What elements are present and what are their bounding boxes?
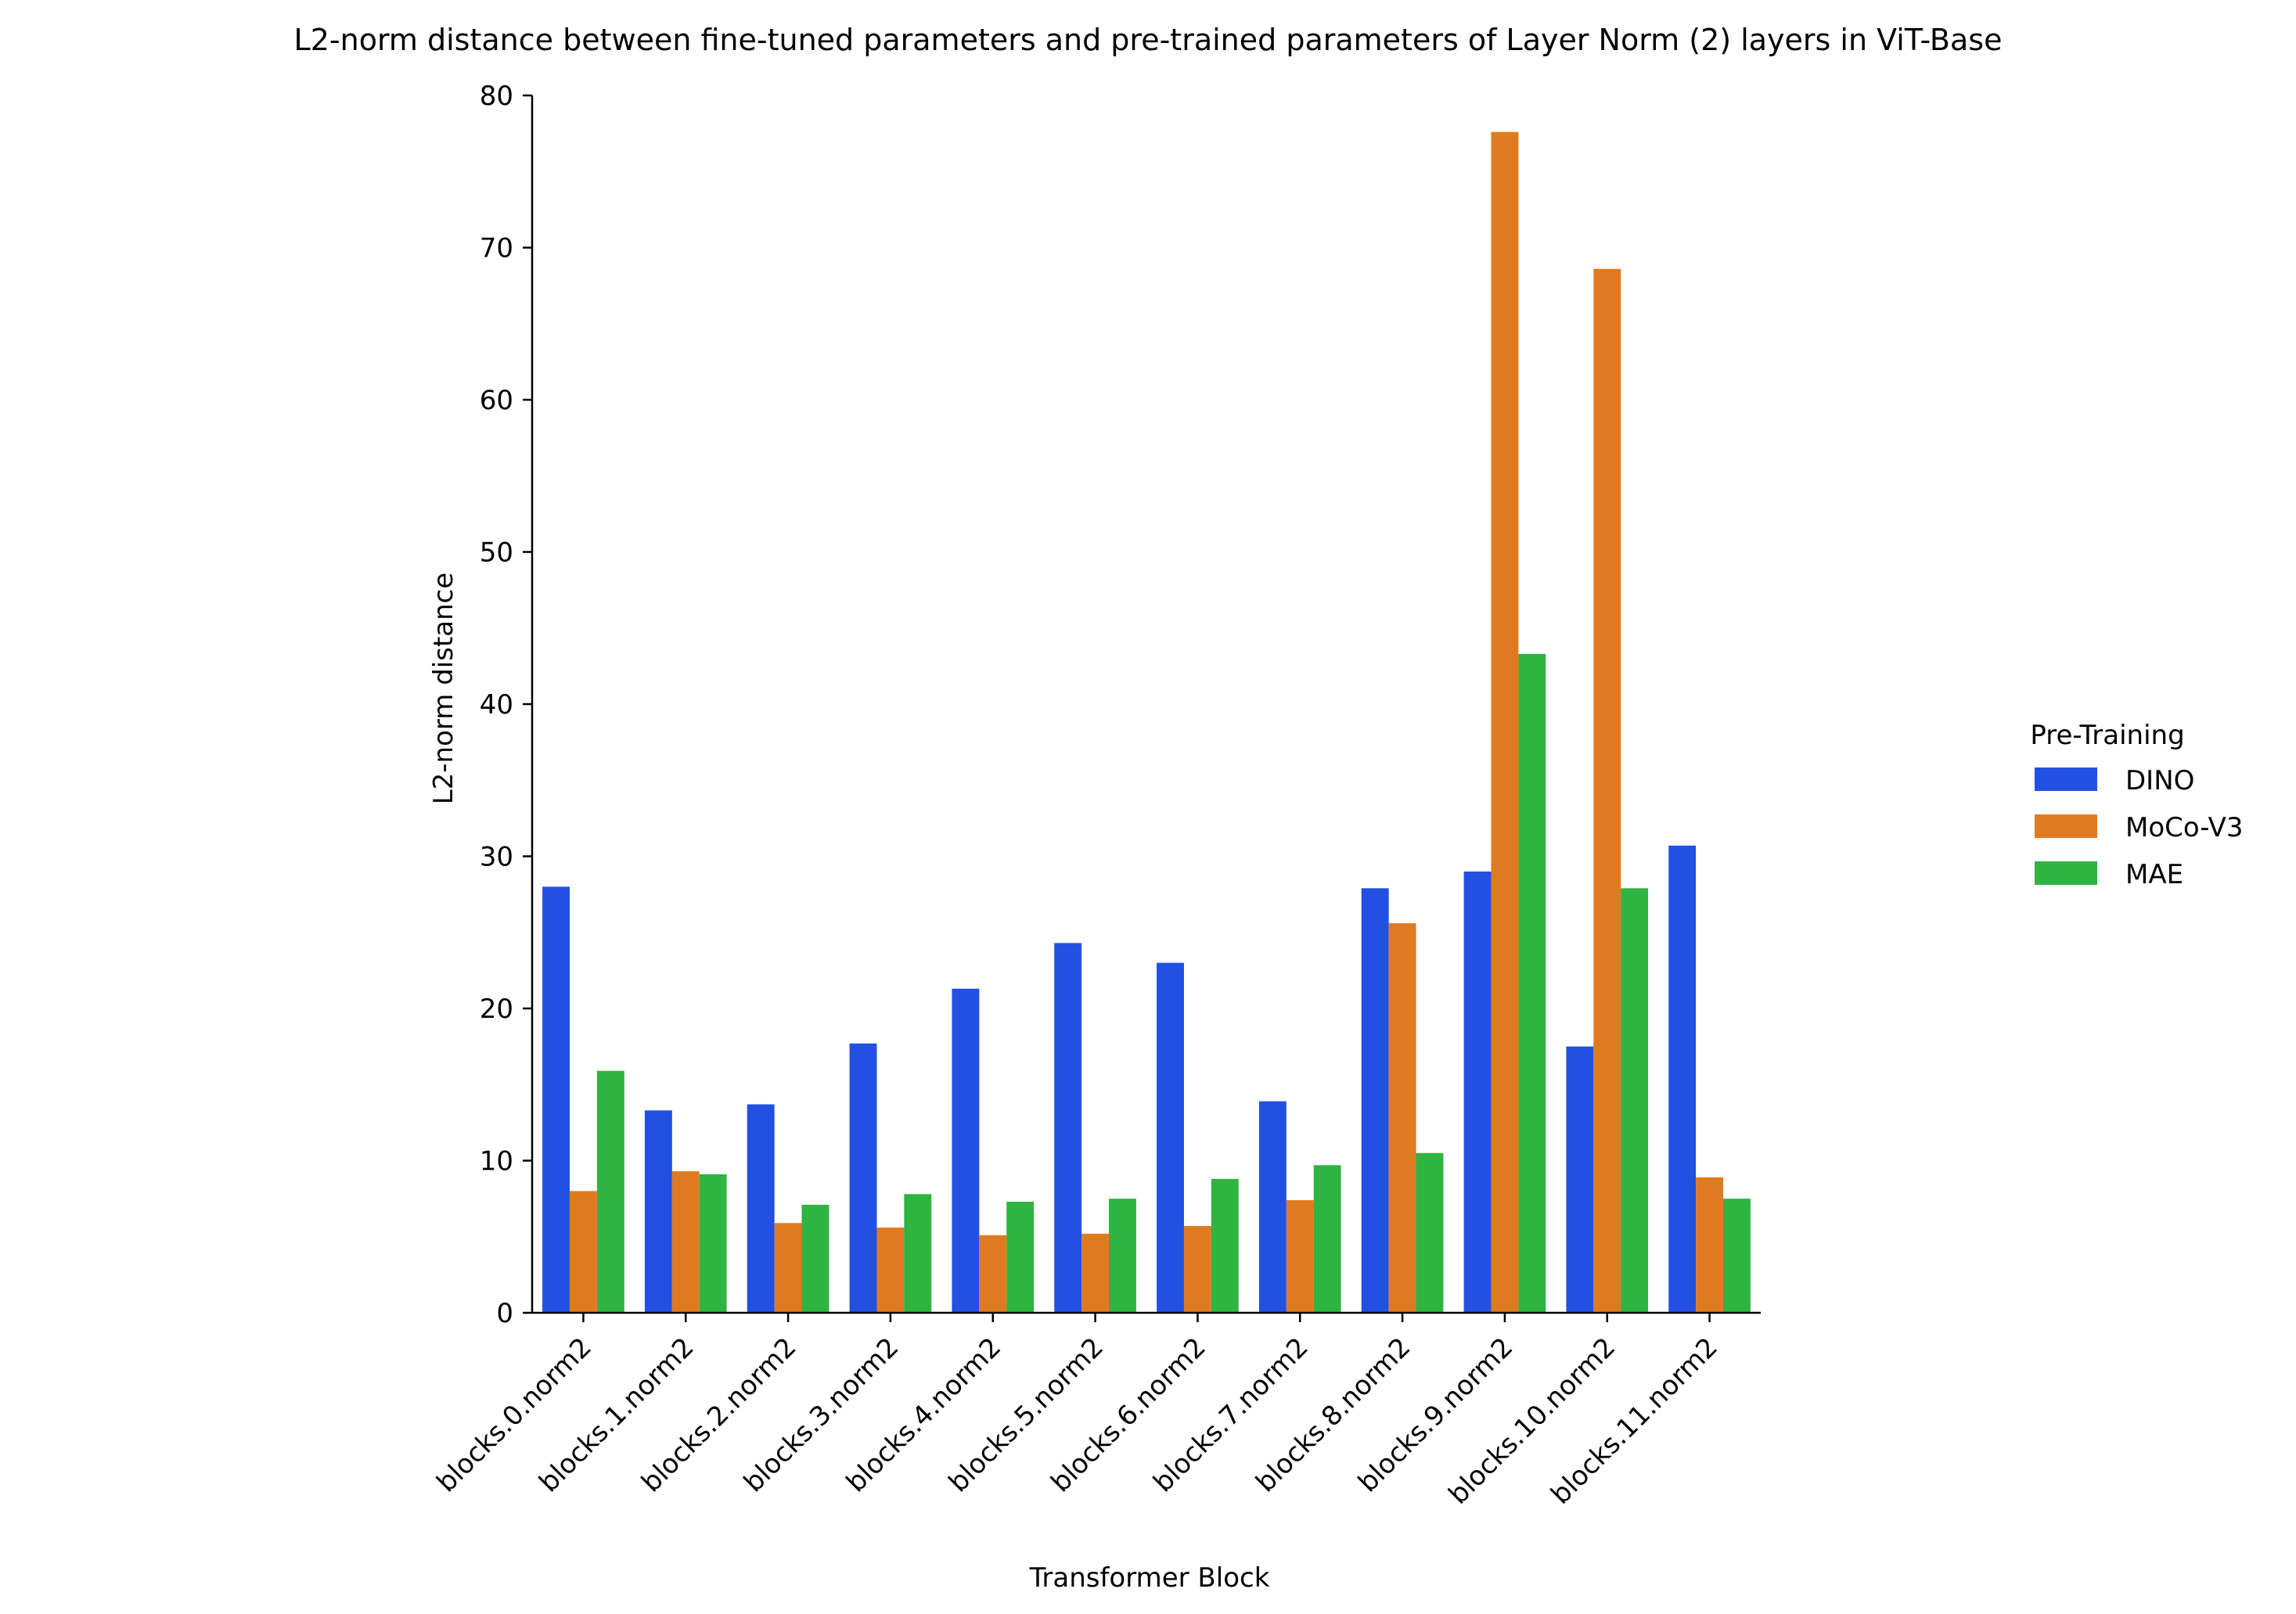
bar-dino-1 xyxy=(644,1110,672,1313)
x-axis: blocks.0.norm2blocks.1.norm2blocks.2.nor… xyxy=(430,1311,1761,1511)
bar-dino-6 xyxy=(1157,962,1184,1313)
legend-label: MoCo-V3 xyxy=(2125,812,2243,843)
bar-mae-4 xyxy=(1006,1202,1035,1313)
bar-moco-v3-10 xyxy=(1593,268,1621,1314)
bar-mae-10 xyxy=(1621,888,1649,1313)
y-tick-label: 30 xyxy=(480,842,513,873)
bar-moco-v3-5 xyxy=(1081,1233,1110,1313)
bars-group xyxy=(542,131,1751,1314)
legend-swatch-moco-v3 xyxy=(2035,814,2097,838)
y-tick-label: 10 xyxy=(480,1146,513,1177)
bar-mae-7 xyxy=(1313,1165,1341,1313)
bar-dino-9 xyxy=(1463,871,1492,1313)
y-tick-label: 70 xyxy=(480,233,513,264)
bar-moco-v3-6 xyxy=(1183,1226,1211,1313)
bar-dino-10 xyxy=(1566,1046,1594,1314)
legend-title: Pre-Training xyxy=(2030,720,2184,751)
bar-mae-0 xyxy=(596,1070,624,1313)
bar-moco-v3-0 xyxy=(569,1191,597,1313)
bar-moco-v3-11 xyxy=(1696,1177,1724,1313)
bar-moco-v3-8 xyxy=(1388,923,1416,1313)
legend-swatch-mae xyxy=(2035,861,2097,885)
legend-label: DINO xyxy=(2125,765,2194,796)
bar-mae-2 xyxy=(801,1204,830,1313)
bar-moco-v3-7 xyxy=(1286,1200,1314,1313)
bar-moco-v3-3 xyxy=(876,1228,905,1313)
bar-moco-v3-4 xyxy=(979,1235,1007,1313)
bar-dino-3 xyxy=(849,1043,877,1313)
bar-dino-2 xyxy=(747,1104,775,1313)
bar-mae-9 xyxy=(1518,653,1546,1313)
bar-dino-4 xyxy=(952,988,980,1313)
y-tick-label: 40 xyxy=(480,689,513,721)
y-tick-label: 80 xyxy=(480,81,513,112)
bar-moco-v3-9 xyxy=(1491,131,1519,1314)
x-axis-label: Transformer Block xyxy=(1029,1562,1270,1594)
bar-dino-11 xyxy=(1668,845,1697,1313)
bar-moco-v3-2 xyxy=(774,1223,802,1313)
legend-label: MAE xyxy=(2125,859,2183,890)
bar-mae-5 xyxy=(1109,1199,1136,1314)
bar-mae-1 xyxy=(699,1174,727,1313)
y-tick-label: 60 xyxy=(480,385,513,416)
y-axis: 0 10 20 30 40 50 60 70 80 xyxy=(480,81,534,1329)
legend-swatch-dino xyxy=(2035,767,2097,791)
chart-title: L2-norm distance between fine-tuned para… xyxy=(294,23,2003,57)
y-tick-label: 50 xyxy=(480,537,513,569)
bar-mae-6 xyxy=(1211,1178,1239,1313)
y-axis-label: L2-norm distance xyxy=(428,573,459,805)
bar-dino-7 xyxy=(1258,1101,1287,1313)
bar-mae-8 xyxy=(1416,1152,1444,1313)
bar-dino-5 xyxy=(1054,943,1082,1313)
bar-dino-8 xyxy=(1361,888,1389,1313)
bar-dino-0 xyxy=(542,886,570,1313)
bar-moco-v3-1 xyxy=(671,1171,700,1313)
y-tick-label: 0 xyxy=(496,1298,513,1329)
bar-mae-3 xyxy=(904,1194,932,1313)
legend: Pre-Training DINO MoCo-V3 MAE xyxy=(2030,720,2243,890)
y-tick-label: 20 xyxy=(480,994,513,1025)
bar-mae-11 xyxy=(1723,1199,1751,1314)
